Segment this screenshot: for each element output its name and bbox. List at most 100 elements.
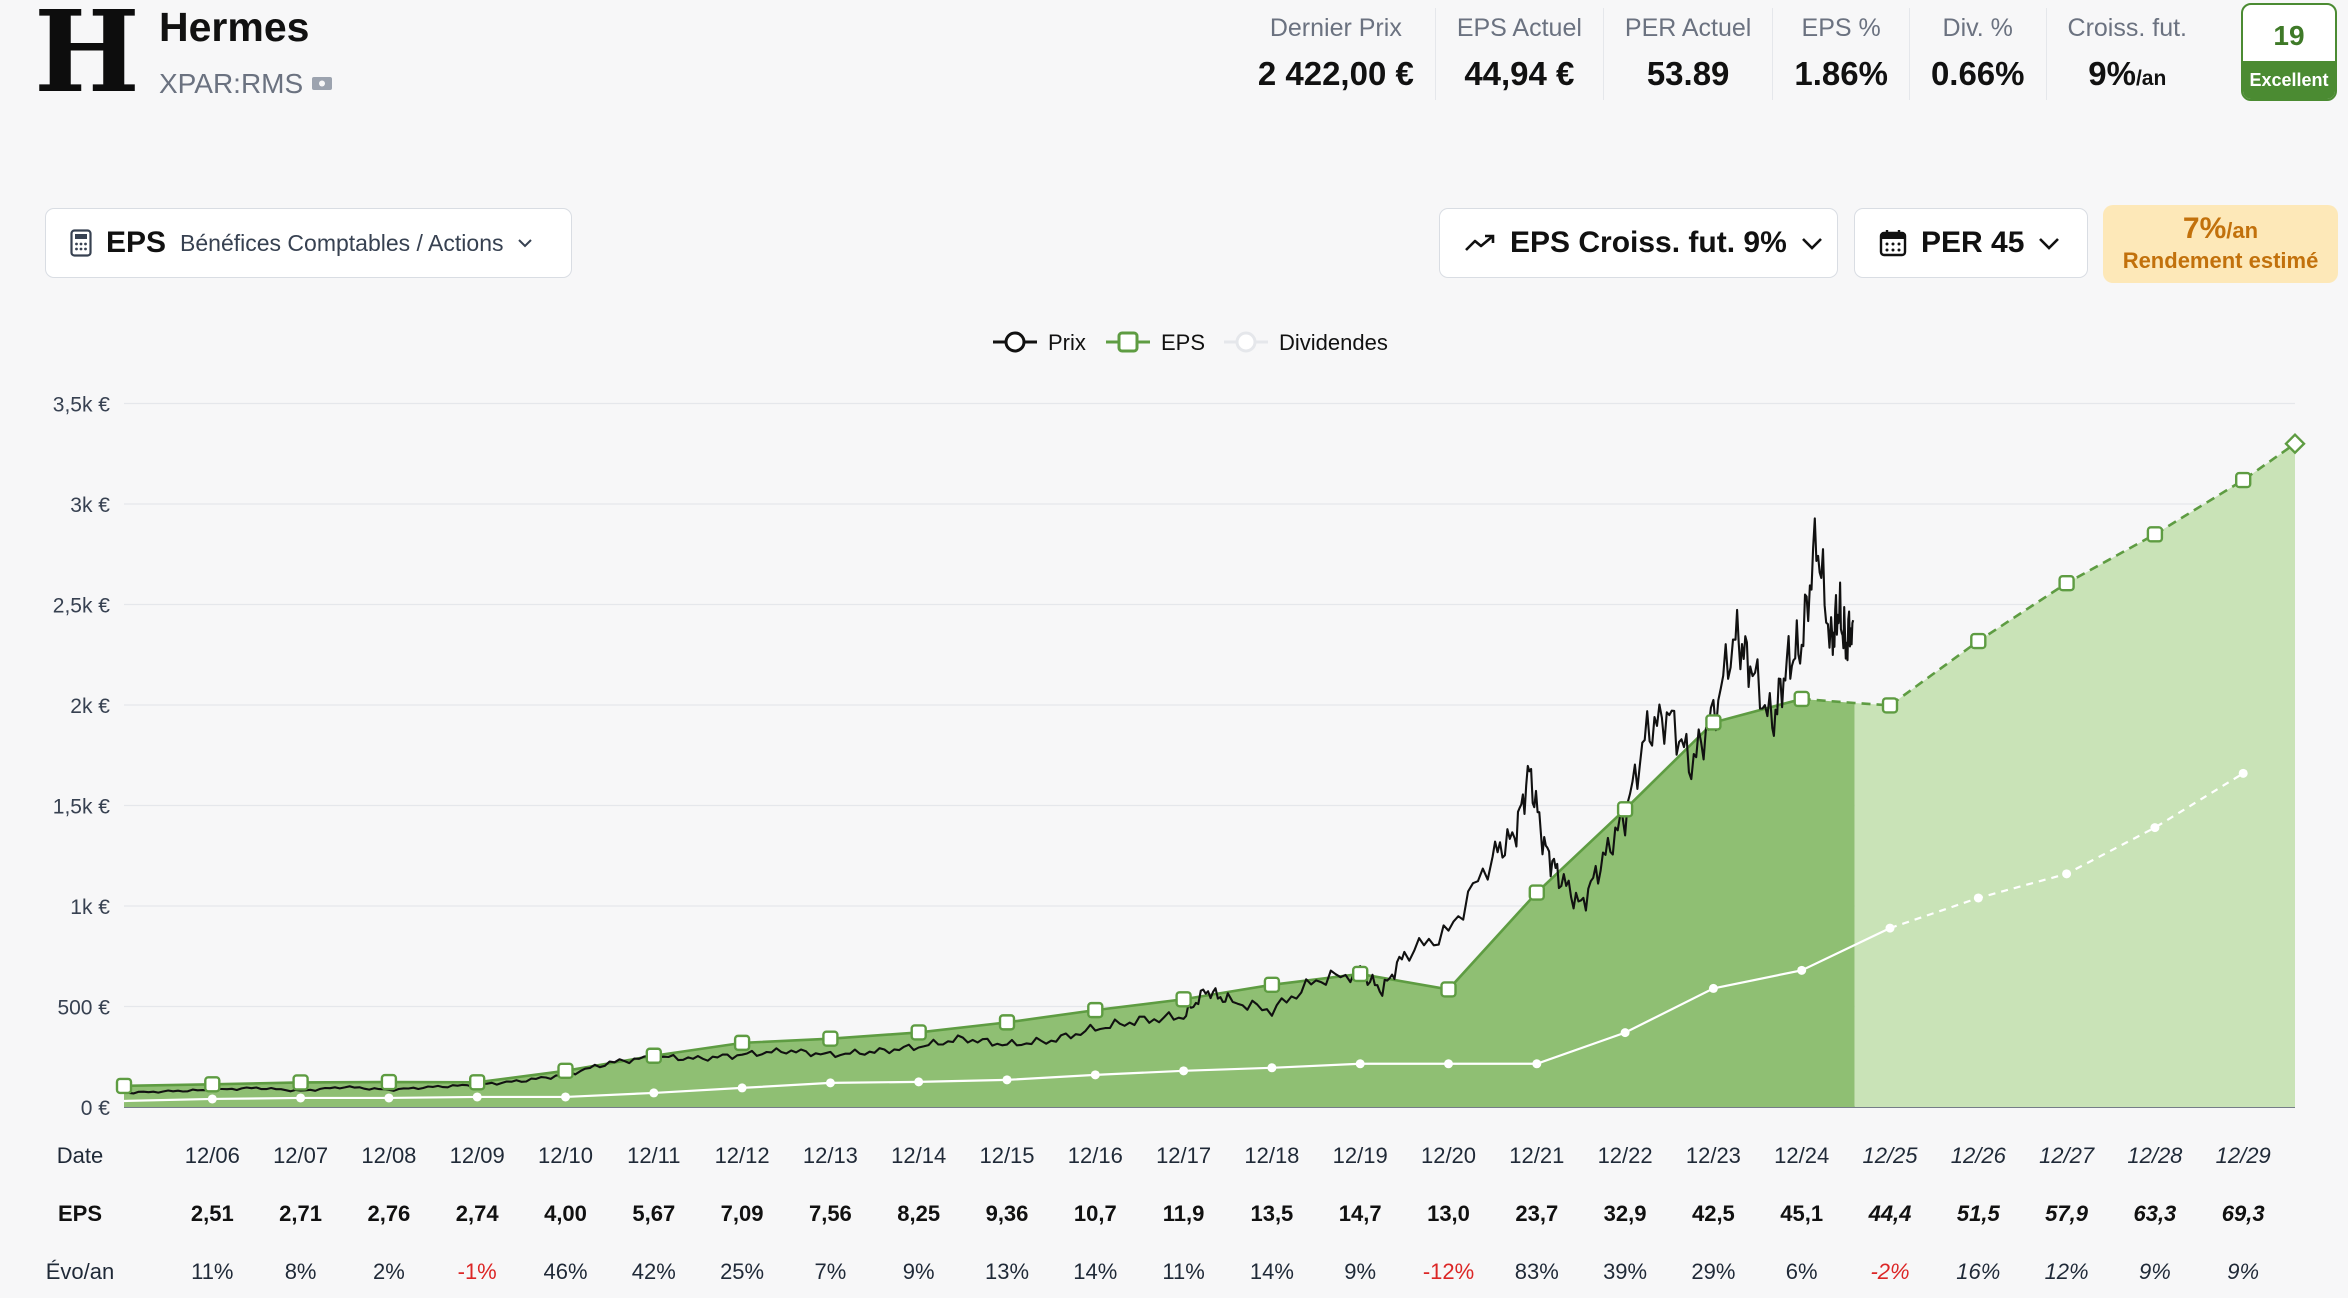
eps-point bbox=[115, 1077, 133, 1095]
eps-cell: 2,71 bbox=[279, 1201, 322, 1226]
dividend-point bbox=[737, 1083, 747, 1093]
legend-marker bbox=[1004, 331, 1026, 353]
date-cell: 12/27 bbox=[2039, 1143, 2095, 1168]
dividend-point bbox=[207, 1094, 217, 1104]
calculator-icon bbox=[70, 229, 92, 257]
calendar-icon bbox=[1879, 230, 1907, 257]
y-tick-label: 3k € bbox=[70, 494, 110, 517]
eps-point bbox=[1528, 884, 1546, 901]
score-badge[interactable]: 19 Excellent bbox=[2241, 3, 2337, 101]
eps-cell: 13,0 bbox=[1427, 1201, 1470, 1226]
eps-cell: 9,36 bbox=[985, 1201, 1029, 1226]
date-cell: 12/18 bbox=[1244, 1143, 1300, 1168]
eps-point bbox=[469, 1074, 486, 1091]
eps-point bbox=[1616, 801, 1634, 818]
eps-point bbox=[2146, 526, 2164, 543]
ticker-label: XPAR:RMS bbox=[159, 68, 304, 99]
date-cell: 12/16 bbox=[1067, 1143, 1123, 1168]
table-row-eps: EPS 2,51 2,71 2,76 2,74 4,00 5,67 7,09 7,56 8,25… bbox=[0, 1194, 2348, 1234]
evolution-cell: 16% bbox=[1956, 1259, 2001, 1284]
metric-value: 53.89 bbox=[1646, 55, 1730, 92]
evolution-cell: 6% bbox=[1785, 1259, 1818, 1284]
growth-select-label: EPS Croiss. fut. 9% bbox=[1510, 226, 1787, 259]
dividend-point bbox=[1620, 1028, 1630, 1038]
eps-area-projected bbox=[1854, 443, 2295, 1107]
evolution-cell: -1% bbox=[457, 1259, 497, 1284]
date-cell: 12/10 bbox=[537, 1143, 594, 1168]
evolution-cell: 12% bbox=[2044, 1259, 2089, 1284]
evolution-cell: 14% bbox=[1249, 1259, 1294, 1284]
y-tick-label: 1,5k € bbox=[53, 796, 111, 819]
legend-item: Prix bbox=[993, 330, 1086, 355]
row-label-eps: EPS bbox=[57, 1201, 103, 1226]
evolution-cell: 2% bbox=[372, 1259, 405, 1284]
eps-cell: 14,7 bbox=[1338, 1201, 1382, 1226]
chart-areas bbox=[124, 443, 2295, 1107]
per-select[interactable]: PER 45 bbox=[1854, 208, 2088, 278]
metric-value: 0.66% bbox=[1930, 55, 2025, 92]
eps-cell: 10,7 bbox=[1073, 1201, 1117, 1226]
trending-up-icon bbox=[1465, 234, 1495, 251]
row-label-date: Date bbox=[56, 1143, 104, 1168]
evolution-cell: -2% bbox=[1870, 1259, 1910, 1284]
per-select-label: PER 45 bbox=[1921, 226, 2025, 259]
date-cell: 12/22 bbox=[1597, 1143, 1653, 1168]
eps-point bbox=[733, 1034, 751, 1052]
legend-marker bbox=[1235, 331, 1257, 353]
metric-value: 2 422,00 € bbox=[1257, 55, 1414, 92]
evolution-cell: 42% bbox=[631, 1259, 676, 1284]
evolution-cell: -12% bbox=[1422, 1259, 1475, 1284]
metric-select-description: Bénéfices Comptables / Actions bbox=[180, 229, 504, 256]
evolution-cell: 83% bbox=[1514, 1259, 1559, 1284]
metric-value-number: 9% bbox=[2088, 55, 2136, 92]
metric-label: Dernier Prix bbox=[1269, 14, 1402, 42]
legend-marker bbox=[1117, 331, 1139, 353]
score-label: Excellent bbox=[2243, 61, 2335, 99]
eps-point bbox=[292, 1074, 309, 1091]
eps-cell: 45,1 bbox=[1780, 1201, 1824, 1226]
eps-cell: 2,51 bbox=[190, 1201, 234, 1226]
metric-select[interactable]: EPS Bénéfices Comptables / Actions bbox=[45, 208, 572, 278]
dividend-point bbox=[2062, 869, 2072, 879]
legend-label: EPS bbox=[1161, 330, 1205, 355]
eps-point bbox=[998, 1014, 1016, 1031]
row-label-evolution: Évo/an bbox=[45, 1259, 115, 1284]
legend-item: Dividendes bbox=[1224, 330, 1388, 355]
legend-item: EPS bbox=[1106, 330, 1205, 355]
eps-area-historical bbox=[124, 698, 1855, 1107]
eps-point bbox=[1087, 1001, 1104, 1019]
eps-cell: 51,5 bbox=[1956, 1201, 2000, 1226]
dividend-point bbox=[296, 1093, 306, 1103]
score-value: 19 bbox=[2273, 20, 2305, 51]
evolution-cell: 9% bbox=[1344, 1259, 1377, 1284]
metric-last-price: Dernier Prix 2 422,00 € bbox=[1237, 8, 1436, 100]
eps-cell: 11,9 bbox=[1162, 1201, 1205, 1226]
dividend-point bbox=[1973, 893, 1983, 903]
date-cell: 12/09 bbox=[449, 1143, 505, 1168]
price-line bbox=[124, 517, 1855, 1095]
eps-point bbox=[1263, 976, 1281, 993]
date-cell: 12/15 bbox=[979, 1143, 1035, 1168]
evolution-cell: 11% bbox=[191, 1259, 234, 1284]
date-cell: 12/07 bbox=[273, 1143, 329, 1168]
y-tick-label: 0 € bbox=[81, 1097, 111, 1120]
eps-point bbox=[2058, 574, 2075, 592]
evolution-cell: 7% bbox=[814, 1259, 847, 1284]
eps-cell: 42,5 bbox=[1691, 1201, 1735, 1226]
date-cell: 12/23 bbox=[1685, 1143, 1741, 1168]
growth-select[interactable]: EPS Croiss. fut. 9% bbox=[1439, 208, 1838, 278]
eps-point bbox=[1351, 965, 1369, 983]
date-cell: 12/20 bbox=[1420, 1143, 1477, 1168]
metric-per: PER Actuel 53.89 bbox=[1604, 8, 1774, 100]
y-tick-label: 2,5k € bbox=[53, 595, 111, 618]
evolution-cell: 9% bbox=[902, 1259, 935, 1284]
eps-point bbox=[1793, 690, 1810, 708]
yield-label: Rendement estimé bbox=[2122, 248, 2319, 273]
eps-price-chart: Prix EPS Dividendes 0 € 500 € 1k € 1,5k € 2k €… bbox=[53, 330, 2306, 1120]
legend-label: Prix bbox=[1048, 330, 1086, 355]
dividend-point bbox=[649, 1088, 659, 1098]
eps-point bbox=[822, 1030, 839, 1047]
metric-eps-pct: EPS % 1.86% bbox=[1773, 8, 1910, 100]
metric-label: Croiss. fut. bbox=[2067, 14, 2187, 42]
yield-value: 7%/an bbox=[2103, 212, 2338, 246]
